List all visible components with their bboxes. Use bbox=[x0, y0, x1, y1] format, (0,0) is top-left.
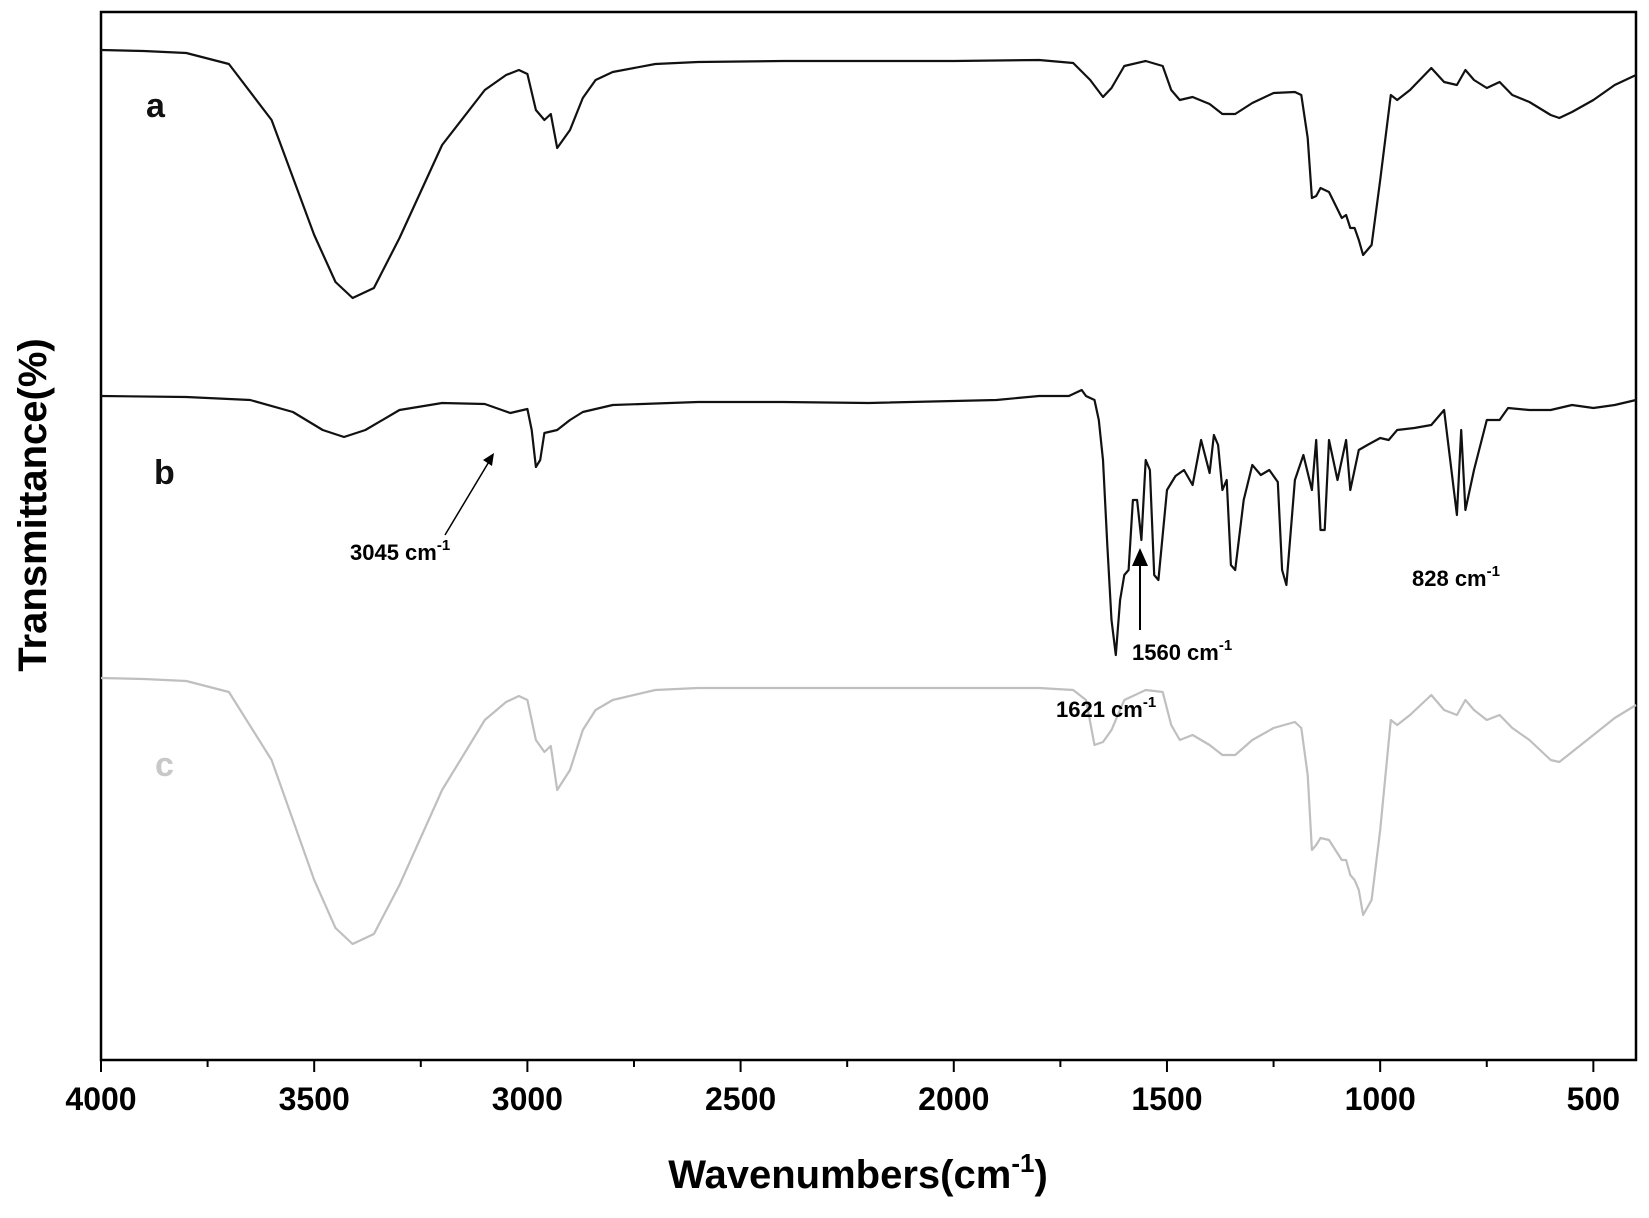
plot-frame bbox=[99, 10, 1638, 1062]
x-tick-label-2000: 2000 bbox=[918, 1081, 989, 1117]
x-axis-title: Wavenumbers(cm-1) bbox=[668, 1148, 1048, 1197]
annotation-arrow-3045 bbox=[444, 453, 494, 536]
x-axis-ticks bbox=[100, 1060, 1595, 1072]
x-tick-label-2500: 2500 bbox=[705, 1081, 776, 1117]
x-tick-label-1000: 1000 bbox=[1345, 1081, 1416, 1117]
x-tick-label-4000: 4000 bbox=[65, 1081, 136, 1117]
x-tick-label-3500: 3500 bbox=[279, 1081, 350, 1117]
series-label-a: a bbox=[146, 87, 166, 125]
series-label-b: b bbox=[154, 454, 175, 492]
x-axis-tick-labels: 4000 3500 3000 2500 2000 1500 1000 500 bbox=[65, 1081, 1620, 1117]
annotation-arrow-1560 bbox=[1132, 548, 1148, 630]
series-line-a bbox=[100, 48, 1637, 300]
x-tick-label-500: 500 bbox=[1567, 1081, 1620, 1117]
annotation-1621: 1621 cm-1 bbox=[1056, 694, 1156, 722]
annotation-1560: 1560 cm-1 bbox=[1132, 637, 1232, 665]
series-lines bbox=[100, 48, 1637, 946]
series-line-b bbox=[100, 388, 1637, 657]
annotation-3045: 3045 cm-1 bbox=[350, 537, 450, 565]
x-tick-label-1500: 1500 bbox=[1131, 1081, 1202, 1117]
x-tick-label-3000: 3000 bbox=[492, 1081, 563, 1117]
series-line-c bbox=[100, 676, 1637, 946]
y-axis-title: Transmittance(%) bbox=[11, 338, 55, 671]
annotation-828: 828 cm-1 bbox=[1412, 563, 1500, 591]
series-label-c: c bbox=[155, 746, 174, 784]
